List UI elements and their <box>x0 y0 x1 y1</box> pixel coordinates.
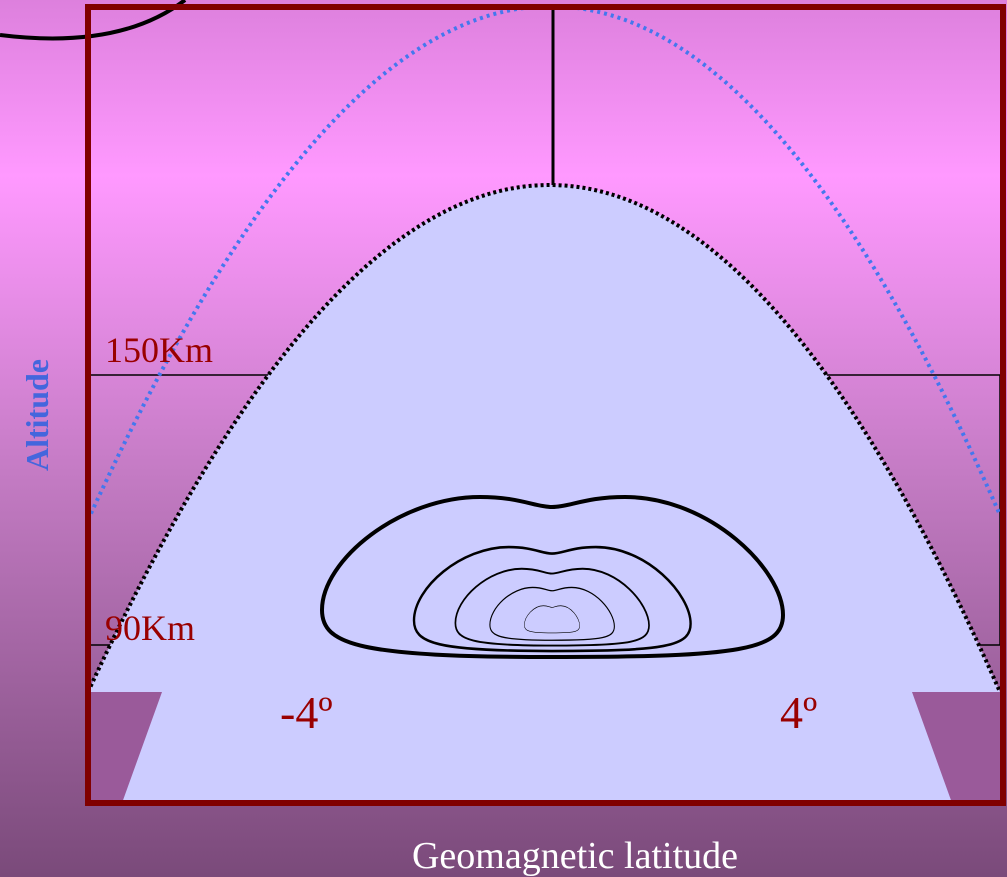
label-minus4: -4º <box>280 687 333 738</box>
label-90km: 90Km <box>105 608 195 648</box>
x-axis-label: Geomagnetic latitude <box>412 835 738 877</box>
label-150km: 150Km <box>105 330 213 370</box>
region-outline <box>86 183 1002 693</box>
region <box>88 185 1000 803</box>
arc <box>0 0 187 41</box>
frame <box>85 4 1006 806</box>
y-axis-label: Altitude <box>19 359 55 471</box>
label-plus4: 4º <box>780 687 817 738</box>
